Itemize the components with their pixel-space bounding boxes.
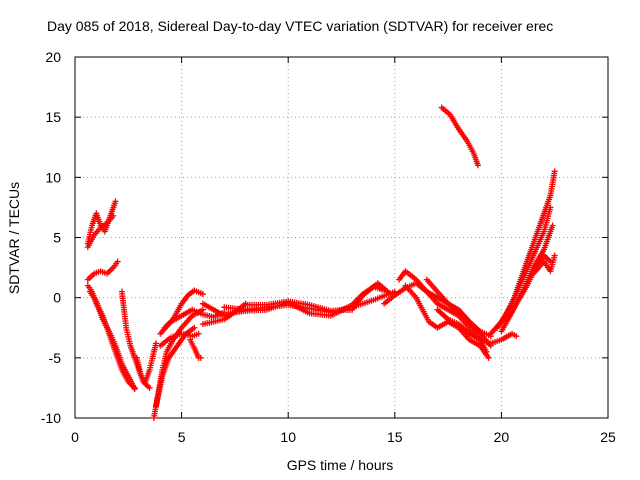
grid [75, 57, 608, 418]
x-axis-label: GPS time / hours [287, 457, 394, 473]
data-markers [84, 104, 558, 421]
data-point [474, 162, 481, 169]
axis-ticks [74, 56, 609, 419]
y-tick-label: 0 [53, 290, 61, 306]
data-point [551, 168, 558, 175]
x-tick-label: 15 [387, 429, 403, 445]
x-tick-label: 10 [280, 429, 296, 445]
y-tick-label: -5 [49, 350, 62, 366]
data-point [197, 354, 204, 361]
x-tick-label: 0 [71, 429, 79, 445]
data-point [112, 198, 119, 205]
data-point [110, 212, 117, 219]
data-point [195, 330, 202, 337]
x-tick-label: 25 [600, 429, 616, 445]
y-tick-label: 15 [45, 109, 61, 125]
y-axis-label: SDTVAR / TECUs [6, 182, 22, 294]
y-tick-label: 5 [53, 230, 61, 246]
tick-labels: 0 5 10 15 20 25 -10 -5 0 5 10 15 20 [41, 49, 616, 445]
chart-title: Day 085 of 2018, Sidereal Day-to-day VTE… [47, 18, 553, 34]
y-tick-label: 10 [45, 169, 61, 185]
y-tick-label: 20 [45, 49, 61, 65]
y-tick-label: -10 [41, 410, 61, 426]
data-point [199, 291, 206, 298]
data-point [485, 354, 492, 361]
plot-frame [74, 56, 609, 419]
data-point [114, 258, 121, 265]
data-point [146, 384, 153, 391]
x-tick-label: 20 [494, 429, 510, 445]
data-point [153, 340, 160, 347]
data-point [549, 222, 556, 229]
data-point [551, 252, 558, 259]
x-tick-label: 5 [178, 429, 186, 445]
data-point [191, 324, 198, 331]
data-point [131, 386, 138, 393]
data-point [513, 333, 520, 340]
